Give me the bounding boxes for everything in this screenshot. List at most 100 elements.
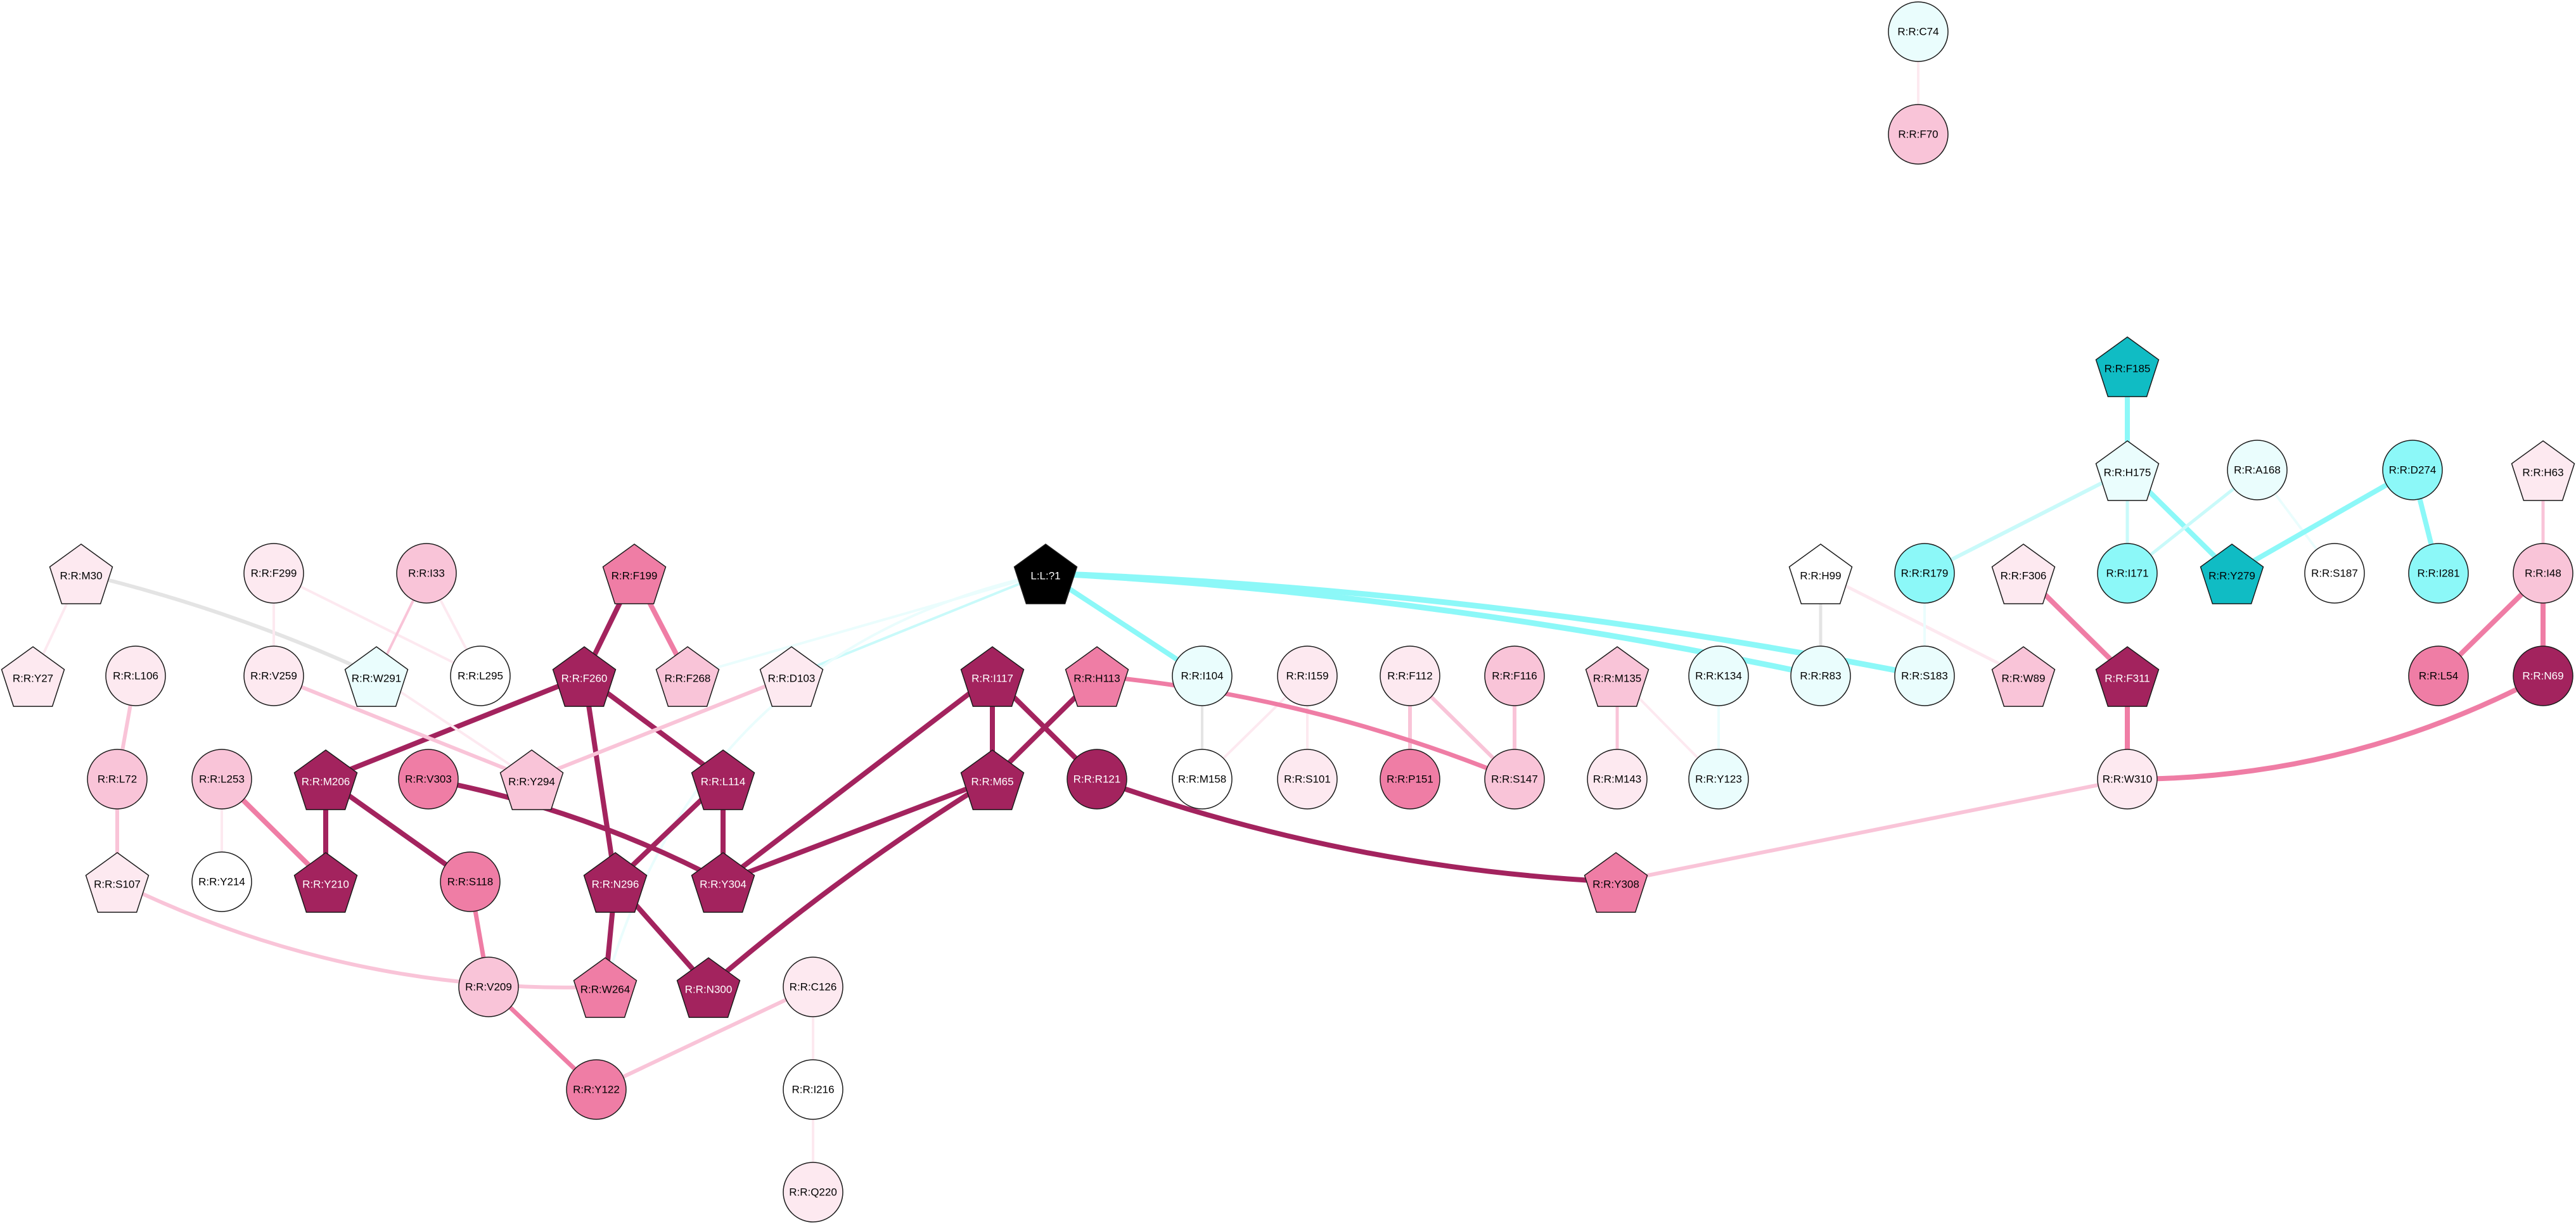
node-r-r-m135[interactable]: R:R:M135 [1585,646,1650,707]
node-r-r-y122[interactable]: R:R:Y122 [566,1059,627,1120]
node-r-r-i117[interactable]: R:R:I117 [960,646,1025,707]
node-shape-circle [2513,543,2573,604]
node-r-r-f311[interactable]: R:R:F311 [2095,646,2160,707]
node-r-r-d274[interactable]: R:R:D274 [2382,440,2443,500]
node-r-r-d103[interactable]: R:R:D103 [759,646,824,707]
node-r-r-l253[interactable]: R:R:L253 [191,749,252,810]
node-r-r-n69[interactable]: R:R:N69 [2513,645,2573,706]
node-r-r-f306[interactable]: R:R:F306 [1991,544,2056,604]
node-r-r-i48[interactable]: R:R:I48 [2513,543,2573,604]
node-label: R:R:I48 [2525,568,2561,580]
node-r-r-q220[interactable]: R:R:Q220 [783,1162,843,1223]
edge-r-r-n69-r-r-w310 [2125,673,2546,782]
node-shape-circle [1484,749,1545,810]
node-shape-pentagon [1991,544,2056,604]
node-r-r-s107[interactable]: R:R:S107 [85,852,150,913]
node-label: R:R:L253 [199,773,245,785]
node-r-r-m65[interactable]: R:R:M65 [960,749,1025,810]
node-r-r-a168[interactable]: R:R:A168 [2227,440,2288,500]
node-r-r-y308[interactable]: R:R:Y308 [1584,852,1648,913]
node-r-r-i281[interactable]: R:R:I281 [2408,543,2469,604]
edge-r-r-h113-r-r-s147 [1094,673,1517,782]
node-shape-pentagon [676,957,741,1018]
node-l-l-1[interactable]: L:L:?1 [1013,544,1078,604]
node-r-r-m158[interactable]: R:R:M158 [1172,749,1233,810]
node-r-r-s118[interactable]: R:R:S118 [440,851,501,912]
node-label: R:R:I117 [971,673,1013,685]
node-r-r-f116[interactable]: R:R:F116 [1484,645,1545,706]
node-label: R:R:K134 [1695,670,1742,682]
node-r-r-r179[interactable]: R:R:R179 [1894,543,1955,604]
node-r-r-y210[interactable]: R:R:Y210 [293,852,358,913]
node-r-r-m143[interactable]: R:R:M143 [1587,749,1648,810]
node-r-r-l114[interactable]: R:R:L114 [691,749,755,810]
node-label: R:R:I171 [2106,568,2148,580]
node-r-r-i171[interactable]: R:R:I171 [2097,543,2158,604]
node-r-r-s187[interactable]: R:R:S187 [2304,543,2365,604]
edge-r-r-h99-r-r-w89 [1819,571,2025,678]
node-r-r-h63[interactable]: R:R:H63 [2511,440,2575,501]
node-shape-pentagon [499,749,564,810]
node-r-r-y214[interactable]: R:R:Y214 [191,851,252,912]
node-r-r-v303[interactable]: R:R:V303 [398,749,459,810]
node-r-r-w310[interactable]: R:R:W310 [2097,749,2158,810]
node-r-r-i33[interactable]: R:R:I33 [396,543,457,604]
node-r-r-h113[interactable]: R:R:H113 [1065,646,1129,707]
node-label: R:R:Y294 [508,776,555,788]
node-r-r-y27[interactable]: R:R:Y27 [1,646,65,707]
node-r-r-h99[interactable]: R:R:H99 [1788,544,1853,604]
node-label: R:R:V209 [465,981,512,993]
node-r-r-n296[interactable]: R:R:N296 [583,852,648,913]
node-r-r-l106[interactable]: R:R:L106 [105,645,166,706]
node-r-r-s183[interactable]: R:R:S183 [1894,645,1955,706]
node-r-r-f268[interactable]: R:R:F268 [655,646,720,707]
node-r-r-h175[interactable]: R:R:H175 [2095,440,2160,501]
node-r-r-m206[interactable]: R:R:M206 [293,749,358,810]
node-shape-circle [1484,645,1545,706]
node-r-r-y294[interactable]: R:R:Y294 [499,749,564,810]
node-r-r-c74[interactable]: R:R:C74 [1888,1,1949,62]
node-r-r-i159[interactable]: R:R:I159 [1277,645,1338,706]
node-shape-pentagon [2511,440,2575,501]
node-r-r-r121[interactable]: R:R:R121 [1067,749,1127,810]
edge-r-r-w310-r-r-y308 [1614,777,2129,884]
node-r-r-f70[interactable]: R:R:F70 [1888,104,1949,165]
node-r-r-m30[interactable]: R:R:M30 [49,544,113,604]
node-label: R:R:M206 [302,776,350,788]
node-r-r-y279[interactable]: R:R:Y279 [2200,544,2264,604]
node-label: R:R:F116 [1492,670,1537,682]
node-r-r-v259[interactable]: R:R:V259 [243,645,304,706]
node-r-r-n300[interactable]: R:R:N300 [676,957,741,1018]
node-r-r-i216[interactable]: R:R:I216 [783,1059,843,1120]
node-r-r-k134[interactable]: R:R:K134 [1688,645,1749,706]
node-label: R:R:S183 [1901,670,1948,682]
node-r-r-f299[interactable]: R:R:F299 [243,543,304,604]
node-r-r-w291[interactable]: R:R:W291 [344,646,409,707]
node-label: R:R:H113 [1073,673,1120,685]
node-label: R:R:Y122 [573,1084,620,1096]
node-label: R:R:I33 [408,568,445,580]
node-r-r-f199[interactable]: R:R:F199 [602,544,667,604]
node-r-r-f185[interactable]: R:R:F185 [2095,336,2160,397]
node-shape-circle [1894,645,1955,706]
node-r-r-y123[interactable]: R:R:Y123 [1688,749,1749,810]
node-r-r-l295[interactable]: R:R:L295 [450,645,511,706]
node-shape-circle [105,645,166,706]
node-r-r-s147[interactable]: R:R:S147 [1484,749,1545,810]
node-r-r-r83[interactable]: R:R:R83 [1790,645,1851,706]
node-shape-circle [2513,645,2573,706]
node-r-r-f112[interactable]: R:R:F112 [1380,645,1440,706]
node-r-r-l54[interactable]: R:R:L54 [2408,645,2469,706]
node-r-r-l72[interactable]: R:R:L72 [87,749,148,810]
node-r-r-y304[interactable]: R:R:Y304 [691,852,755,913]
node-r-r-i104[interactable]: R:R:I104 [1172,645,1233,706]
node-r-r-f260[interactable]: R:R:F260 [552,646,617,707]
node-r-r-w89[interactable]: R:R:W89 [1991,646,2056,707]
node-r-r-s101[interactable]: R:R:S101 [1277,749,1338,810]
node-shape-circle [2382,440,2443,500]
node-r-r-p151[interactable]: R:R:P151 [1380,749,1440,810]
node-r-r-w264[interactable]: R:R:W264 [573,957,638,1018]
node-r-r-c126[interactable]: R:R:C126 [783,957,843,1017]
node-shape-pentagon [1991,646,2056,707]
node-r-r-v209[interactable]: R:R:V209 [458,957,519,1017]
